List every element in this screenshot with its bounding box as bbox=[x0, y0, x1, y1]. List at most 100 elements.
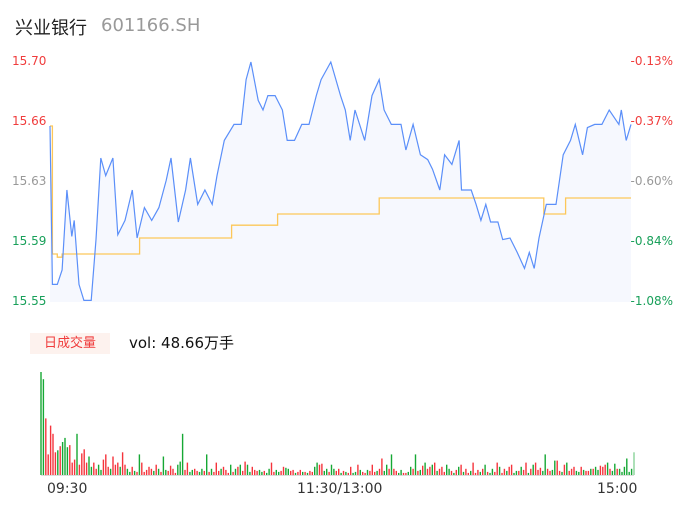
volume-bar bbox=[412, 468, 414, 475]
volume-bar bbox=[366, 469, 369, 476]
volume-bar bbox=[371, 464, 373, 475]
volume-bar bbox=[81, 453, 83, 475]
volume-bar bbox=[246, 464, 249, 475]
volume-bar bbox=[275, 469, 277, 476]
volume-bar bbox=[518, 470, 520, 475]
volume-bar bbox=[145, 469, 148, 476]
volume-bar bbox=[489, 472, 491, 475]
volume-bar bbox=[410, 466, 412, 475]
volume-bar bbox=[482, 468, 484, 475]
volume-bar bbox=[299, 469, 301, 476]
volume-bar bbox=[578, 471, 580, 475]
price-line bbox=[49, 60, 632, 301]
volume-bar bbox=[141, 462, 143, 475]
volume-bar bbox=[263, 470, 265, 475]
volume-bar bbox=[292, 469, 294, 476]
volume-bar bbox=[57, 450, 59, 475]
volume-bar bbox=[287, 468, 289, 475]
volume-bar bbox=[270, 462, 273, 475]
volume-bar bbox=[376, 470, 378, 475]
volume-bar bbox=[623, 466, 626, 475]
volume-bar bbox=[525, 462, 527, 475]
volume-bar bbox=[585, 470, 587, 475]
volume-bar bbox=[554, 460, 556, 475]
volume-bar bbox=[407, 471, 409, 475]
volume-bar bbox=[597, 469, 599, 476]
daily-volume-badge: 日成交量 bbox=[30, 333, 110, 354]
volume-bar bbox=[121, 452, 124, 475]
volume-bar bbox=[520, 466, 522, 475]
volume-bar bbox=[225, 469, 227, 476]
volume-bar bbox=[386, 464, 388, 475]
volume-bar bbox=[594, 466, 597, 475]
volume-bar bbox=[374, 471, 376, 475]
volume-bar bbox=[532, 464, 534, 475]
volume-bar bbox=[251, 466, 253, 475]
volume-bar bbox=[431, 464, 433, 475]
volume-bar bbox=[306, 472, 309, 475]
volume-bar bbox=[527, 472, 530, 475]
volume-bar bbox=[402, 472, 405, 475]
volume-bar bbox=[268, 468, 270, 475]
volume-bar bbox=[448, 468, 450, 475]
volume-bar bbox=[537, 469, 539, 476]
volume-bar bbox=[556, 460, 558, 475]
volume-bar bbox=[592, 468, 594, 475]
volume-bar bbox=[191, 469, 193, 476]
volume-bar bbox=[203, 470, 205, 475]
volume-bar bbox=[162, 456, 165, 475]
volume-bar bbox=[285, 467, 287, 475]
volume-bar bbox=[383, 470, 385, 475]
volume-bar bbox=[206, 454, 208, 475]
volume-bar bbox=[179, 461, 181, 475]
volume-bar bbox=[155, 464, 157, 475]
volume-bar bbox=[232, 471, 234, 475]
volume-bar bbox=[40, 372, 42, 475]
volume-bar bbox=[266, 472, 268, 475]
volume-bar bbox=[69, 445, 71, 475]
volume-bar bbox=[498, 466, 501, 475]
volume-bar bbox=[503, 468, 506, 475]
volume-bar bbox=[213, 471, 215, 475]
volume-bar bbox=[169, 465, 172, 475]
volume-bar bbox=[242, 470, 244, 475]
volume-bar bbox=[220, 468, 222, 475]
volume-bar bbox=[364, 472, 366, 475]
volume-bar bbox=[258, 469, 261, 476]
volume-bar bbox=[107, 466, 109, 475]
volume-bar bbox=[304, 471, 306, 475]
volume-bar bbox=[129, 471, 131, 475]
volume-bar bbox=[105, 454, 107, 475]
volume-bar bbox=[338, 468, 340, 475]
volume-bar bbox=[323, 470, 325, 475]
volume-bar bbox=[261, 471, 263, 475]
volume-bar bbox=[515, 470, 518, 475]
volume-bar bbox=[378, 468, 381, 475]
volume-bar bbox=[256, 470, 258, 475]
volume-bar bbox=[316, 462, 318, 475]
volume-bar bbox=[546, 468, 549, 475]
volume-bar bbox=[181, 433, 184, 475]
volume-bar bbox=[282, 466, 285, 475]
volume-bar bbox=[165, 469, 167, 476]
volume-bar bbox=[314, 466, 316, 475]
volume-bar bbox=[609, 468, 611, 475]
volume-bar bbox=[61, 442, 64, 475]
volume-bar bbox=[143, 471, 145, 475]
volume-bar bbox=[78, 464, 81, 475]
volume-bar bbox=[455, 469, 457, 476]
volume-bar bbox=[222, 466, 225, 475]
volume-bar bbox=[294, 472, 297, 475]
volume-bar bbox=[501, 472, 503, 475]
volume-bar bbox=[599, 465, 602, 475]
volume-bar bbox=[333, 468, 335, 475]
volume-bar bbox=[109, 468, 112, 475]
volume-bar bbox=[196, 470, 198, 475]
volume-bar bbox=[321, 463, 323, 475]
volume-bar bbox=[273, 471, 275, 475]
volume-bar bbox=[633, 452, 635, 475]
volume-bar bbox=[558, 470, 561, 475]
volume-bar bbox=[362, 471, 364, 475]
